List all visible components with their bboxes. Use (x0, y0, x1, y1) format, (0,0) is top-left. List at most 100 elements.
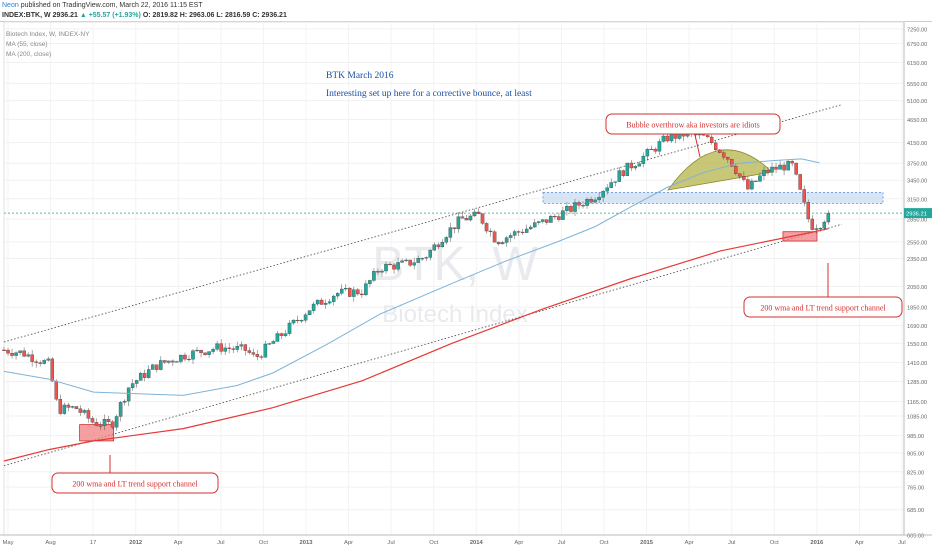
candle-body (275, 333, 280, 342)
last-price-tag (904, 208, 932, 219)
x-tick-label: Aug (45, 540, 55, 546)
candle-body (585, 198, 589, 206)
candle-body (645, 149, 650, 157)
candle-body (163, 360, 167, 363)
candle-body (295, 319, 300, 322)
legend-ma55: MA (55, close) (6, 41, 48, 48)
bubble-callout[interactable]: Bubble overthrow aka investors are idiot… (605, 113, 781, 158)
candle-body (303, 314, 308, 321)
time-axis[interactable]: May Aug 17 2012 Apr Jul Oct 2013 Apr Jul Oct 2014 Ap… (0, 534, 932, 546)
candle-body (259, 356, 264, 358)
candle-body (319, 299, 324, 305)
candle-body (436, 244, 441, 248)
bubble-callout-text: Bubble overthrow aka investors are idiot… (626, 121, 760, 130)
candle-body (372, 271, 376, 281)
candle-body (577, 202, 581, 206)
candle-body (794, 162, 798, 175)
y-tick-label: 825.00 (907, 470, 924, 476)
author-name[interactable]: Neon (2, 2, 19, 9)
x-tick-label: Jul (728, 540, 735, 546)
y-tick-label: 3150.00 (907, 197, 927, 203)
candle-body (307, 310, 312, 315)
symbol: INDEX:BTK, W (2, 12, 51, 19)
candle-body (545, 219, 549, 223)
x-tick-label: Oct (259, 540, 268, 546)
candle-body (126, 387, 131, 402)
candle-body (408, 259, 412, 266)
note-subtitle: Interesting set up here for a corrective… (326, 88, 532, 99)
candle-body (62, 404, 67, 414)
ohlc-close: C: 2936.21 (252, 12, 287, 19)
support-callout-right[interactable]: 200 wma and LT trend support channel (743, 263, 903, 318)
candle-body (2, 349, 6, 351)
price-axis[interactable]: 7250.00 6750.00 6150.00 5550.00 5100.00 4650.… (903, 22, 932, 540)
candle-body (251, 352, 256, 355)
candle-body (66, 404, 71, 408)
x-tick-label: 17 (90, 540, 96, 546)
candle-body (713, 142, 718, 151)
price-change: ▲ +55.57 (+1.93%) (79, 12, 141, 19)
x-tick-label: Apr (174, 540, 183, 546)
candle-body (82, 410, 87, 413)
y-tick-label: 1850.00 (907, 306, 927, 312)
candle-body (227, 347, 231, 349)
candle-body (14, 352, 18, 356)
support-callout-right-text: 200 wma and LT trend support channel (760, 304, 886, 313)
candle-body (356, 289, 360, 295)
candle-body (472, 211, 477, 217)
candle-body (78, 408, 83, 413)
y-tick-label: 4150.00 (907, 141, 927, 147)
x-tick-label: 2012 (129, 540, 142, 546)
support-callout-left[interactable]: 200 wma and LT trend support channel (51, 455, 219, 494)
candle-body (637, 163, 642, 167)
candle-body (774, 166, 778, 170)
candle-body (376, 271, 380, 273)
candle-body (74, 406, 79, 409)
x-tick-label: Apr (514, 540, 523, 546)
y-tick-label: 985.00 (907, 434, 924, 440)
y-tick-label: 1690.00 (907, 324, 927, 330)
candle-body (440, 242, 445, 248)
y-tick-label: 1410.00 (907, 361, 927, 367)
legend-ma200: MA (200, close) (6, 51, 51, 58)
candle-body (766, 170, 770, 173)
candle-body (448, 227, 453, 238)
candle-body (581, 205, 585, 207)
candle-body (665, 135, 670, 142)
candle-body (597, 197, 601, 201)
candle-body (565, 205, 569, 211)
candle-body (705, 135, 710, 138)
x-tick-label: Oct (599, 540, 608, 546)
candle-body (496, 241, 501, 245)
candle-body (742, 176, 746, 180)
candles (2, 126, 831, 431)
overlays (3, 104, 904, 467)
candle-body (26, 354, 30, 357)
y-tick-label: 6750.00 (907, 42, 927, 48)
candle-body (344, 287, 348, 290)
candle-body (589, 198, 593, 203)
channel-upper-line (3, 104, 842, 343)
x-tick-label: Jul (558, 540, 565, 546)
candle-body (22, 350, 26, 357)
candle-body (267, 343, 272, 345)
candle-body (231, 348, 235, 350)
candle-body (649, 148, 654, 151)
candle-body (553, 215, 557, 218)
candle-body (573, 202, 577, 212)
candle-body (311, 303, 316, 311)
candle-body (541, 219, 545, 222)
x-tick-label: Apr (344, 540, 353, 546)
candle-body (529, 226, 533, 230)
candle-body (476, 211, 481, 215)
candle-body (187, 358, 191, 361)
candle-body (215, 343, 219, 350)
candle-body (508, 235, 513, 238)
candle-body (130, 383, 135, 388)
candle-body (561, 210, 565, 220)
grid (3, 21, 905, 536)
candle-body (299, 320, 304, 322)
x-tick-label: Apr (855, 540, 864, 546)
chart-header: Neon published on TradingView.com, March… (0, 0, 932, 22)
